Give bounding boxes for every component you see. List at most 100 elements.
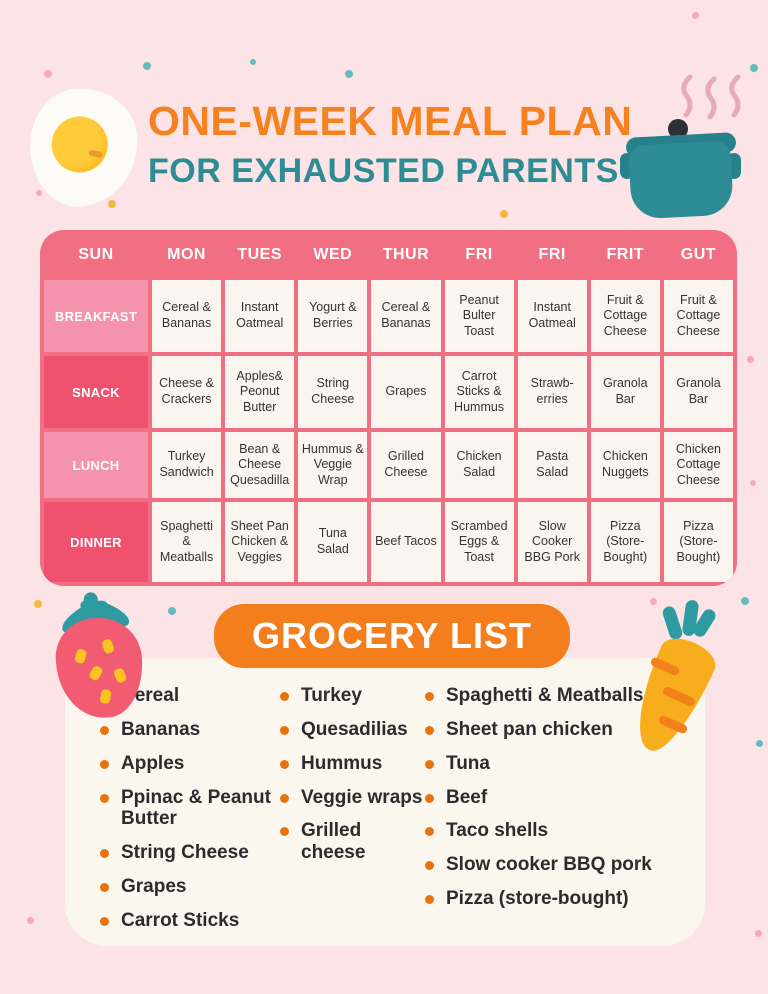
meal-cell: Cheese & Crackers bbox=[152, 356, 222, 428]
grocery-item: Ppinac & Peanut Butter bbox=[100, 787, 280, 831]
confetti-dot bbox=[36, 190, 42, 196]
confetti-dot bbox=[500, 210, 508, 218]
meal-cell: Slow Cooker BBG Pork bbox=[517, 502, 587, 582]
grocery-item-label: Apples bbox=[121, 752, 185, 774]
page-subtitle: FOR EXHAUSTED PARENTS bbox=[148, 152, 619, 190]
meal-cell: Bean & Cheese Quesadilla bbox=[225, 432, 295, 498]
grocery-item-label: Sheet pan chicken bbox=[446, 718, 613, 740]
grocery-item: Slow cooker BBQ pork bbox=[425, 854, 680, 876]
grocery-item: Pizza (store-bought) bbox=[425, 888, 680, 910]
bullet-icon bbox=[425, 827, 434, 837]
day-header-0: SUN bbox=[44, 234, 148, 276]
grocery-item-label: Ppinac & Peanut Butter bbox=[121, 786, 271, 830]
meal-cell: Grapes bbox=[371, 356, 441, 428]
confetti-dot bbox=[750, 480, 756, 486]
bullet-icon bbox=[280, 759, 289, 769]
carrot-leaf bbox=[661, 604, 684, 642]
grocery-item: String Cheese bbox=[100, 842, 280, 864]
grocery-item: Grilled cheese bbox=[280, 820, 425, 864]
grocery-item: Beef bbox=[425, 787, 680, 809]
bullet-icon bbox=[100, 883, 109, 893]
meal-cell: Beef Tacos bbox=[371, 502, 441, 582]
meal-cell: Fruit & Cottage Cheese bbox=[590, 280, 660, 352]
row-label-lunch: LUNCH bbox=[44, 432, 148, 498]
confetti-dot bbox=[168, 607, 176, 615]
confetti-dot bbox=[692, 12, 699, 19]
day-header-1: MON bbox=[152, 234, 222, 276]
grocery-item: Apples bbox=[100, 753, 280, 775]
meal-cell: Scrambed Eggs & Toast bbox=[444, 502, 514, 582]
meal-cell: Cereal & Bananas bbox=[371, 280, 441, 352]
day-header-5: FRI bbox=[444, 234, 514, 276]
meal-cell: Sheet Pan Chicken & Veggies bbox=[225, 502, 295, 582]
meal-cell: Hummus & Veggie Wrap bbox=[298, 432, 368, 498]
bullet-icon bbox=[100, 793, 109, 803]
meal-cell: Chicken Salad bbox=[444, 432, 514, 498]
grocery-column-3: Spaghetti & Meatballs Sheet pan chicken Tu… bbox=[425, 685, 680, 944]
grocery-list: Cereal Bananas Apples Ppinac & Peanut Butte… bbox=[100, 685, 680, 944]
grocery-item-label: Bananas bbox=[121, 718, 201, 740]
bullet-icon bbox=[425, 692, 434, 701]
meal-cell: Tuna Salad bbox=[298, 502, 368, 582]
meal-cell: Yogurt & Berries bbox=[298, 280, 368, 352]
confetti-dot bbox=[756, 740, 763, 747]
confetti-dot bbox=[34, 600, 42, 608]
meal-cell: Chicken Nuggets bbox=[590, 432, 660, 498]
day-header-2: TUES bbox=[225, 234, 295, 276]
grocery-list-title: GROCERY LIST bbox=[214, 604, 570, 668]
grocery-item-label: Spaghetti & Meatballs bbox=[446, 685, 644, 706]
row-label-dinner: DINNER bbox=[44, 502, 148, 582]
row-label-breakfast: BREAKFAST bbox=[44, 280, 148, 352]
confetti-dot bbox=[755, 930, 762, 937]
bullet-icon bbox=[280, 692, 289, 701]
confetti-dot bbox=[27, 917, 34, 924]
grocery-item: Hummus bbox=[280, 753, 425, 775]
bullet-icon bbox=[100, 725, 109, 735]
meal-cell: Carrot Sticks & Hummus bbox=[444, 356, 514, 428]
cooking-pot-icon bbox=[620, 74, 745, 220]
grocery-item-label: String Cheese bbox=[121, 842, 249, 864]
meal-cell: Spaghetti & Meatballs bbox=[152, 502, 222, 582]
grocery-item: Quesadilias bbox=[280, 719, 425, 741]
bullet-icon bbox=[425, 895, 434, 905]
meal-cell: Granola Bar bbox=[590, 356, 660, 428]
confetti-dot bbox=[345, 70, 353, 78]
meal-cell: Pizza (Store-Bought) bbox=[590, 502, 660, 582]
meal-cell: Peanut Bulter Toast bbox=[444, 280, 514, 352]
meal-cell: Fruit & Cottage Cheese bbox=[663, 280, 733, 352]
meal-cell: Strawb-erries bbox=[517, 356, 587, 428]
confetti-dot bbox=[747, 356, 754, 363]
confetti-dot bbox=[108, 200, 116, 208]
grocery-item: Tuna bbox=[425, 753, 680, 775]
grocery-item-label: Tuna bbox=[446, 752, 490, 774]
bullet-icon bbox=[280, 725, 289, 735]
grocery-item: Spaghetti & Meatballs bbox=[425, 685, 680, 707]
confetti-dot bbox=[650, 598, 657, 605]
meal-cell: Chicken Cottage Cheese bbox=[663, 432, 733, 498]
meal-cell: Granola Bar bbox=[663, 356, 733, 428]
grocery-item-label: Grilled cheese bbox=[301, 820, 366, 864]
grocery-item-label: Beef bbox=[446, 786, 488, 808]
meal-cell: Instant Oatmeal bbox=[225, 280, 295, 352]
day-header-8: GUT bbox=[663, 234, 733, 276]
bullet-icon bbox=[100, 759, 109, 769]
grocery-column-1: Cereal Bananas Apples Ppinac & Peanut Butte… bbox=[100, 685, 280, 944]
grocery-item: Carrot Sticks bbox=[100, 910, 280, 932]
grocery-card bbox=[65, 658, 705, 946]
page-title: ONE-WEEK MEAL PLAN bbox=[148, 98, 633, 144]
grocery-item-label: Carrot Sticks bbox=[121, 909, 240, 931]
meal-cell: Pizza (Store-Bought) bbox=[663, 502, 733, 582]
meal-cell: Pasta Salad bbox=[517, 432, 587, 498]
grocery-item-label: Taco shells bbox=[446, 820, 549, 842]
bullet-icon bbox=[100, 916, 109, 926]
meal-plan-table: SUN MON TUES WED THUR FRI FRI FRIT GUT BREAKFAST C… bbox=[40, 230, 737, 586]
confetti-dot bbox=[44, 70, 52, 78]
confetti-dot bbox=[250, 59, 256, 65]
day-header-6: FRI bbox=[517, 234, 587, 276]
grocery-item: Veggie wraps bbox=[280, 787, 425, 809]
grocery-item-label: Hummus bbox=[301, 752, 383, 774]
bullet-icon bbox=[100, 849, 109, 859]
grocery-item: Grapes bbox=[100, 876, 280, 898]
bullet-icon bbox=[425, 759, 434, 769]
grocery-item-label: Turkey bbox=[301, 685, 362, 706]
